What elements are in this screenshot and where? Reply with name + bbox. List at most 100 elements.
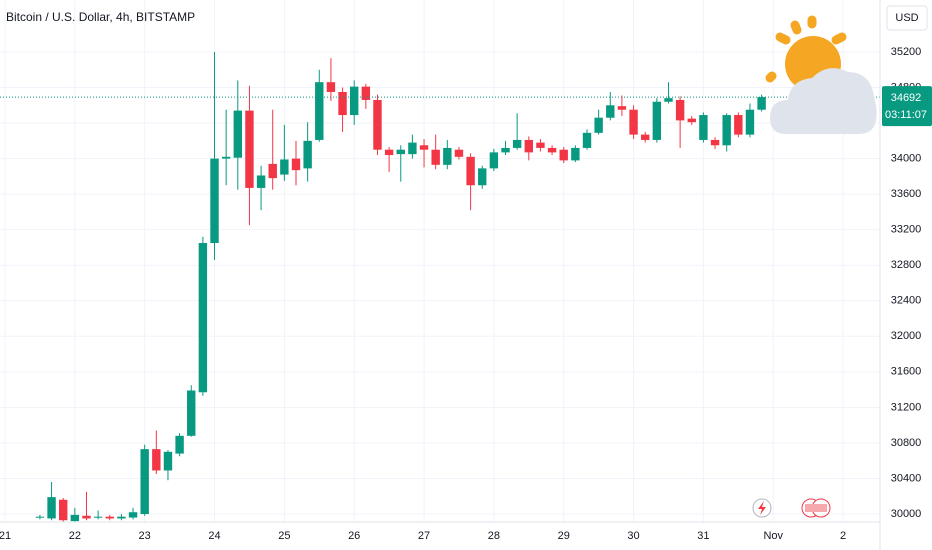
candle-body <box>745 109 755 135</box>
candle-body <box>512 139 522 148</box>
candle-body <box>524 139 533 153</box>
x-tick-label: Nov <box>763 530 783 542</box>
x-tick-label: 29 <box>558 530 570 542</box>
candle-body <box>70 514 80 522</box>
y-tick-label: 33600 <box>891 188 922 200</box>
y-tick-label: 32800 <box>891 259 922 271</box>
candle-body <box>571 147 580 161</box>
candle-body <box>35 516 45 518</box>
candle-body <box>128 512 138 518</box>
candles <box>0 51 880 522</box>
candle-body <box>547 147 557 153</box>
chart-title: Bitcoin / U.S. Dollar, 4h, BITSTAMP <box>6 10 195 24</box>
candle-body <box>536 142 545 148</box>
candle-body <box>221 156 231 159</box>
y-tick-label: 35200 <box>891 46 922 58</box>
candle-body <box>245 110 254 188</box>
candle-body <box>641 134 650 140</box>
candle-body <box>419 145 429 150</box>
x-tick-label: 26 <box>348 530 360 542</box>
candle-body <box>757 97 766 110</box>
candle-body <box>687 118 696 123</box>
event-icons <box>752 498 831 518</box>
x-tick-label: 31 <box>697 530 709 542</box>
candle-body <box>140 449 149 515</box>
x-tick-label: 30 <box>627 530 639 542</box>
candle-body <box>617 106 627 110</box>
y-tick-label: 33200 <box>891 224 922 236</box>
overlay: Bitcoin / U.S. Dollar, 4h, BITSTAMP <box>6 10 877 134</box>
last-price-box <box>882 86 932 127</box>
candle-body <box>699 115 708 140</box>
weather-icon <box>765 15 877 134</box>
x-tick-label: 21 <box>0 530 11 542</box>
x-tick-label: 2 <box>840 530 846 542</box>
candle-body <box>175 435 184 454</box>
candle-body <box>384 149 394 156</box>
y-tick-label: 30800 <box>891 437 922 449</box>
candle-body <box>594 117 603 133</box>
candle-body <box>734 115 743 135</box>
x-tick-label: 27 <box>418 530 430 542</box>
candle-body <box>291 158 301 171</box>
x-tick-label: 24 <box>208 530 220 542</box>
candle-body <box>396 149 405 155</box>
candle-body <box>443 147 452 165</box>
candle-body <box>710 139 720 146</box>
candle-body <box>338 91 347 116</box>
y-tick-label: 30400 <box>891 472 922 484</box>
currency-button[interactable] <box>886 5 928 31</box>
y-tick-label: 31600 <box>891 366 922 378</box>
candle-body <box>675 99 685 121</box>
candle-body <box>163 451 173 471</box>
candle-body <box>187 390 196 436</box>
candle-body <box>431 149 440 165</box>
candle-body <box>466 156 475 186</box>
candle-body <box>152 449 161 471</box>
candle-body <box>47 497 56 519</box>
candle-body <box>606 105 615 118</box>
candle-body <box>280 159 289 175</box>
x-tick-label: 22 <box>69 530 81 542</box>
candle-body <box>478 168 487 186</box>
candle-body <box>326 82 336 92</box>
countdown-label: 03:11:07 <box>885 109 927 121</box>
candle-body <box>350 86 359 116</box>
candle-body <box>559 149 568 161</box>
candle-body <box>373 99 382 150</box>
candle-body <box>489 152 499 169</box>
candle-body <box>629 109 638 135</box>
candle-body <box>233 110 242 158</box>
candle-body <box>198 243 208 393</box>
y-tick-label: 32400 <box>891 295 922 307</box>
x-tick-label: 28 <box>488 530 500 542</box>
candle-body <box>82 515 91 519</box>
candle-body <box>652 101 662 140</box>
y-tick-label: 32000 <box>891 330 922 342</box>
candle-body <box>303 140 312 169</box>
candle-body <box>664 98 673 102</box>
currency-label[interactable]: USD <box>895 12 918 24</box>
candle-body <box>722 115 731 146</box>
candle-body <box>582 132 592 148</box>
candle-body <box>268 163 277 179</box>
last-price-label: 34692 <box>891 92 922 104</box>
candle-body <box>256 175 266 188</box>
x-tick-label: 25 <box>278 530 290 542</box>
candle-body <box>93 516 103 518</box>
candle-body <box>361 86 371 100</box>
y-tick-label: 34000 <box>891 153 922 165</box>
y-tick-label: 31200 <box>891 401 922 413</box>
candle-body <box>408 142 417 155</box>
candle-body <box>59 499 68 521</box>
candle-body <box>210 158 219 244</box>
candle-body <box>105 516 114 519</box>
candle-body <box>315 82 324 140</box>
candle-body <box>501 147 510 153</box>
candle-body <box>117 516 126 519</box>
candle-body <box>454 149 464 157</box>
y-tick-label: 30000 <box>891 508 922 520</box>
